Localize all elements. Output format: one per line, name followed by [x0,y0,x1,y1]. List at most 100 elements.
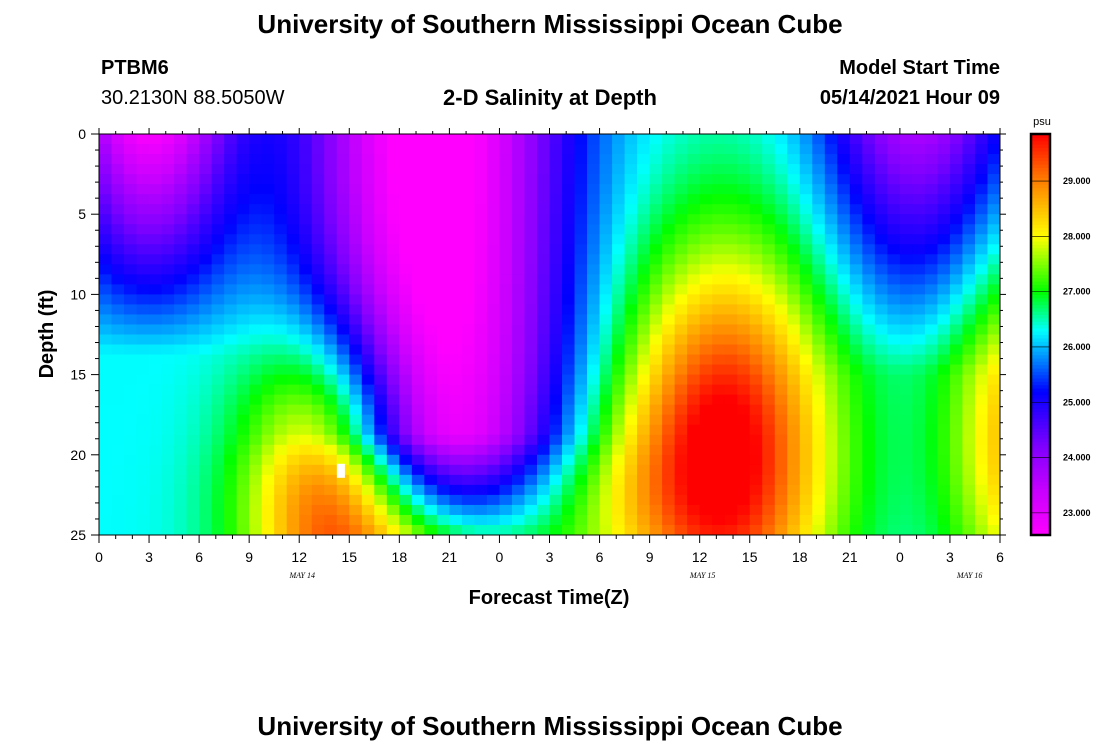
heatmap-cell [274,414,288,426]
heatmap-cell [211,204,225,215]
heatmap-cell [774,274,788,285]
heatmap-cell [612,324,626,336]
heatmap-cell [949,524,964,535]
heatmap-cell [949,274,964,285]
heatmap-cell [211,144,225,155]
heatmap-cell [562,504,576,516]
heatmap-cell [174,164,188,175]
heatmap-cell [574,144,588,155]
heatmap-cell [174,314,188,326]
heatmap-cell [399,244,413,255]
heatmap-cell [649,254,663,265]
heatmap-cell [599,524,613,535]
x-tick-label: 3 [145,549,153,565]
heatmap-cell [399,294,413,306]
heatmap-cell [887,424,901,436]
heatmap-cell [486,474,501,486]
heatmap-cell [862,454,876,466]
heatmap-cell [749,294,763,306]
heatmap-cell [336,274,350,285]
heatmap-cell [461,504,476,516]
heatmap-cell [787,474,801,486]
heatmap-cell [812,414,826,426]
heatmap-cell [837,514,851,526]
heatmap-cell [174,394,188,406]
heatmap-cell [774,224,788,235]
heatmap-cell [461,134,476,145]
heatmap-cell [374,504,388,516]
heatmap-cell [211,344,225,356]
heatmap-cell [574,324,588,336]
heatmap-cell [324,254,338,265]
heatmap-cell [349,474,363,486]
heatmap-cell [386,324,400,336]
heatmap-cell [974,304,989,316]
heatmap-cell [762,174,776,185]
heatmap-cell [236,194,250,205]
heatmap-cell [399,254,413,265]
heatmap-cell [136,474,150,486]
heatmap-cell [124,414,138,426]
heatmap-cell [737,454,751,466]
heatmap-cell [524,154,538,165]
heatmap-cell [899,504,913,516]
heatmap-cell [599,364,613,376]
heatmap-cell [211,154,225,165]
heatmap-cell [674,274,688,285]
heatmap-cell [987,134,1000,145]
heatmap-cell [724,444,738,456]
colorbar-segment [1031,531,1050,536]
colorbar-segment [1031,287,1050,292]
heatmap-cell [562,144,576,155]
heatmap-cell [511,364,526,376]
heatmap-cell [562,444,576,456]
heatmap-cell [662,384,676,396]
heatmap-cell [136,184,150,195]
heatmap-cell [274,374,288,386]
heatmap-cell [474,504,488,516]
heatmap-cell [449,504,463,516]
heatmap-cell [787,464,801,476]
colorbar-segment [1031,214,1050,219]
heatmap-cell [549,424,563,436]
heatmap-cell [224,454,238,466]
heatmap-cell [587,164,601,175]
heatmap-cell [787,514,801,526]
heatmap-cell [499,164,513,175]
heatmap-cell [962,524,976,535]
heatmap-cell [624,524,638,535]
heatmap-cell [236,314,250,326]
heatmap-cell [499,204,513,215]
heatmap-cell [987,174,1000,185]
heatmap-cell [311,324,325,336]
heatmap-cell [774,524,788,535]
heatmap-cell [349,394,363,406]
heatmap-cell [949,174,964,185]
heatmap-cell [386,464,400,476]
heatmap-cell [662,354,676,366]
heatmap-cell [536,164,551,175]
heatmap-cell [637,334,651,346]
heatmap-cell [261,314,275,326]
heatmap-cell [186,224,200,235]
heatmap-cell [261,484,275,496]
heatmap-cell [974,194,989,205]
heatmap-cell [349,314,363,326]
heatmap-cell [249,294,263,306]
heatmap-cell [411,314,425,326]
heatmap-cell [286,504,300,516]
heatmap-cell [274,214,288,225]
heatmap-cell [849,314,863,326]
heatmap-cell [712,474,726,486]
heatmap-cell [536,154,551,165]
heatmap-cell [461,474,476,486]
heatmap-cell [536,174,551,185]
heatmap-cell [649,144,663,155]
heatmap-cell [99,374,113,386]
heatmap-cell [987,484,1000,496]
heatmap-cell [712,134,726,145]
heatmap-cell [987,284,1000,295]
heatmap-cell [261,294,275,306]
heatmap-cell [549,274,563,285]
heatmap-cell [374,214,388,225]
